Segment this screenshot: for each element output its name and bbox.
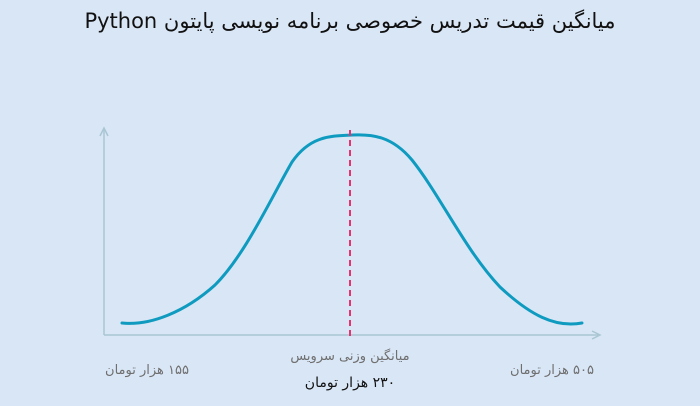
- chart-title: میانگین قیمت تدریس خصوصی برنامه نویسی پا…: [84, 9, 616, 33]
- x-min-label: ۱۵۵ هزار تومان: [105, 363, 189, 378]
- mean-caption: میانگین وزنی سرویس: [290, 348, 409, 364]
- x-axis-arrow: [591, 330, 602, 340]
- distribution-curve: [120, 133, 584, 326]
- y-axis-arrow: [99, 126, 109, 137]
- mean-value-label: ۲۳۰ هزار تومان: [305, 375, 395, 391]
- x-max-label: ۵۰۵ هزار تومان: [510, 363, 594, 378]
